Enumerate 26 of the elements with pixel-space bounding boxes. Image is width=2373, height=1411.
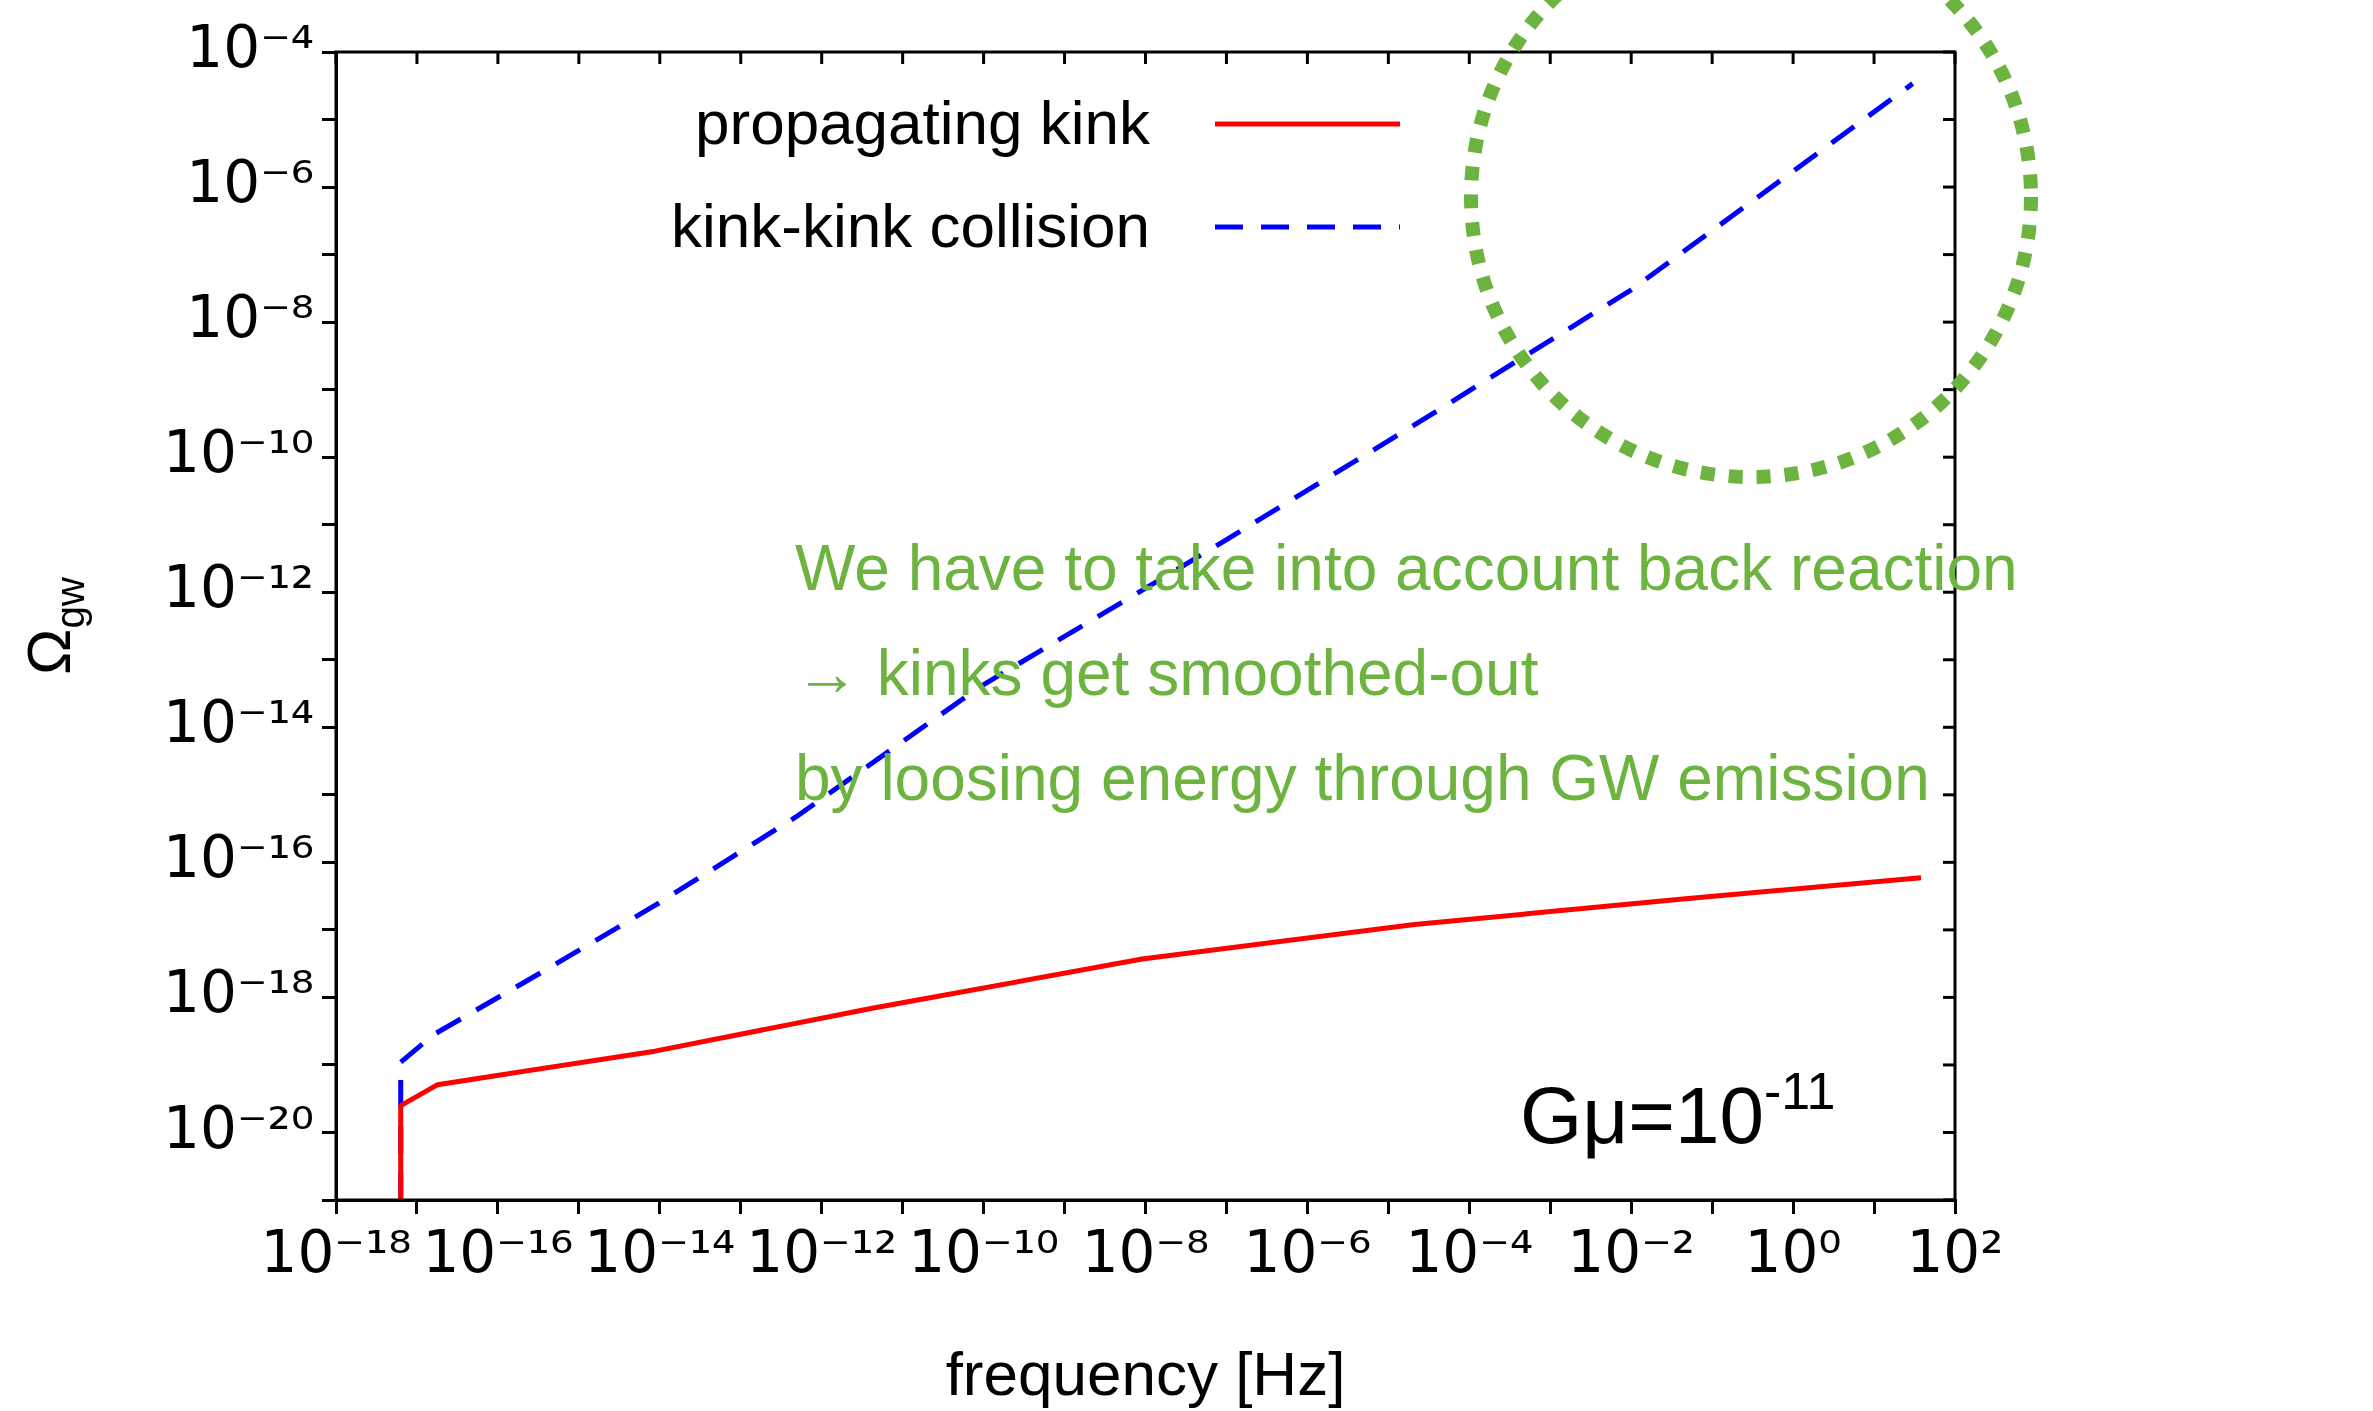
x-tick-label: 10⁻¹⁶	[422, 1217, 574, 1286]
x-tick-label: 10⁻¹²	[746, 1217, 898, 1286]
x-axis-title: frequency [Hz]	[945, 1339, 1346, 1408]
annotation: → kinks get smoothed-out	[795, 637, 1539, 709]
x-tick-label: 10⁻¹⁴	[584, 1217, 736, 1286]
y-tick-label: 10⁻⁴	[186, 13, 314, 82]
legend-label: propagating kink	[695, 88, 1151, 157]
x-tick-label: 10⁻⁴	[1405, 1217, 1534, 1286]
y-tick-label: 10⁻⁶	[186, 148, 314, 217]
y-tick-label: 10⁻¹²	[163, 553, 314, 622]
y-tick-label: 10⁻¹⁰	[163, 418, 314, 487]
y-tick-label: 10⁻¹⁶	[163, 823, 314, 892]
x-tick-label: 10⁰	[1744, 1217, 1842, 1286]
y-tick-label: 10⁻⁸	[186, 283, 314, 352]
x-tick-label: 10⁻²	[1567, 1217, 1696, 1286]
x-tick-label: 10⁻¹⁰	[908, 1217, 1060, 1286]
x-tick-label: 10⁻⁸	[1081, 1217, 1210, 1286]
legend-label: kink-kink collision	[671, 191, 1151, 260]
x-tick-label: 10⁻¹⁸	[260, 1217, 412, 1286]
annotation: by loosing energy through GW emission	[795, 742, 1930, 814]
x-tick-label: 10²	[1906, 1217, 2004, 1286]
y-axis-title: Ωgw	[14, 576, 93, 675]
x-tick-label: 10⁻⁶	[1243, 1217, 1372, 1286]
y-tick-label: 10⁻¹⁴	[163, 688, 314, 757]
y-tick-label: 10⁻¹⁸	[163, 958, 314, 1027]
y-tick-label: 10⁻²⁰	[163, 1093, 314, 1162]
